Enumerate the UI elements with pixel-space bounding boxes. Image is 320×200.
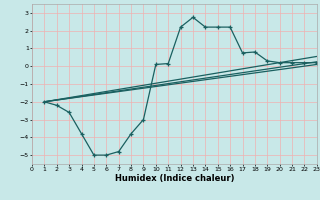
X-axis label: Humidex (Indice chaleur): Humidex (Indice chaleur) [115,174,234,183]
